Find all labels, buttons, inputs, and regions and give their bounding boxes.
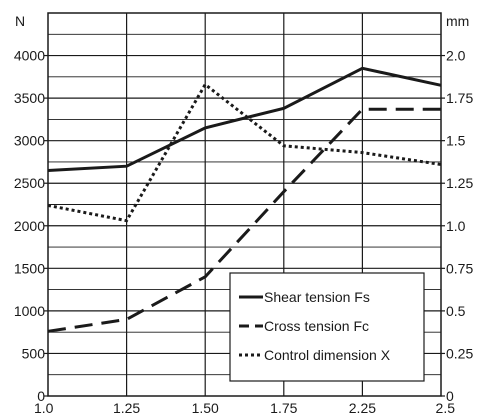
- plot-frame: [47, 12, 442, 397]
- legend: Shear tension Fs Cross tension Fc Control …: [229, 272, 425, 382]
- right-tick-label: 0.25: [446, 345, 473, 361]
- left-tick-label: 0: [37, 388, 45, 404]
- series-layer: [47, 66, 442, 333]
- left-tick-label: 3500: [14, 90, 45, 106]
- x-tick-label: 1.75: [270, 400, 297, 416]
- right-tick-label: 0: [446, 388, 454, 404]
- right-tick-label: 2.0: [446, 48, 466, 64]
- left-axis-unit: N: [15, 13, 25, 29]
- left-tick-label: 2500: [14, 175, 45, 191]
- right-tick-label: 1.75: [446, 90, 473, 106]
- right-tick-label: 0.75: [446, 260, 473, 276]
- series-cross-tension-line: [47, 107, 441, 333]
- left-axis-ticks: 0 500 1000 1500 2000 2500 3000 3500 4000: [14, 48, 48, 404]
- x-tick-label: 1.50: [192, 400, 219, 416]
- series-shear-tension-line: [47, 66, 442, 172]
- legend-label: Cross tension Fc: [264, 318, 369, 334]
- legend-label: Control dimension X: [264, 347, 391, 363]
- x-tick-label: 2.5: [436, 400, 456, 416]
- left-tick-label: 4000: [14, 48, 45, 64]
- left-tick-label: 500: [22, 345, 46, 361]
- left-tick-label: 2000: [14, 218, 45, 234]
- left-tick-label: 3000: [14, 133, 45, 149]
- x-tick-label: 2.25: [349, 400, 376, 416]
- left-tick-label: 1500: [14, 260, 45, 276]
- x-axis-ticks: 1.0 1.25 1.50 1.75 2.25 2.5: [34, 400, 455, 416]
- series-control-dimension-line: [47, 82, 442, 223]
- x-tick-label: 1.0: [34, 400, 54, 416]
- legend-label: Shear tension Fs: [264, 289, 370, 305]
- x-tick-label: 1.25: [113, 400, 140, 416]
- right-axis-unit: mm: [446, 13, 469, 29]
- right-tick-label: 1.25: [446, 175, 473, 191]
- right-axis-ticks: 0 0.25 0.5 0.75 1.0 1.25 1.5 1.75 2.0: [441, 48, 473, 404]
- right-tick-label: 1.0: [446, 218, 466, 234]
- left-tick-label: 1000: [14, 303, 45, 319]
- right-tick-label: 0.5: [446, 303, 466, 319]
- right-tick-label: 1.5: [446, 133, 466, 149]
